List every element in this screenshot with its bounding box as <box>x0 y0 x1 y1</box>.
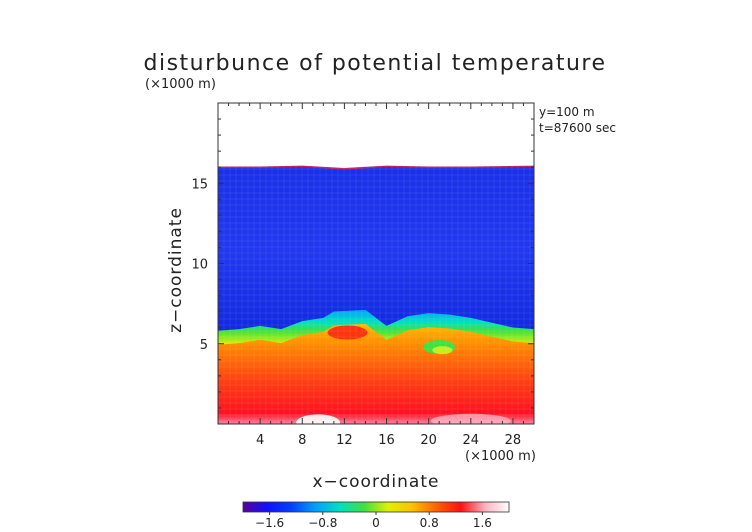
colorbar-tick-label: 0.8 <box>420 516 439 530</box>
y-tick-label: 5 <box>200 338 208 353</box>
x-tick-label: 20 <box>420 433 437 448</box>
annotation-y: y=100 m <box>539 105 595 119</box>
colorbar-ticks: −1.6 −0.8 0 0.8 1.6 <box>255 512 492 530</box>
z-unit-label: (×1000 m) <box>145 77 216 92</box>
cool-pocket-inner <box>432 346 453 355</box>
colorbar <box>242 501 510 513</box>
x-tick-label: 24 <box>463 433 480 448</box>
x-tick-label: 16 <box>378 433 395 448</box>
x-axis: 4 8 12 16 20 24 28 <box>228 103 524 448</box>
inversion-band <box>218 309 534 345</box>
colorbar-tick-label: 1.6 <box>473 516 492 530</box>
cloud-top-line <box>218 165 534 170</box>
chart-title: disturbunce of potential temperature <box>144 51 607 76</box>
upper-layer-region <box>218 166 534 336</box>
annotation-t: t=87600 sec <box>539 121 616 135</box>
x-tick-label: 12 <box>336 433 353 448</box>
lower-layer-region <box>218 314 534 424</box>
heatmap-field <box>218 103 534 424</box>
surface-patch <box>296 414 341 424</box>
colorbar-tick-label: −0.8 <box>308 516 337 530</box>
y-axis-label: z−coordinate <box>166 207 186 333</box>
x-tick-label: 28 <box>505 433 522 448</box>
x-axis-label: x−coordinate <box>313 472 440 492</box>
colorbar-tick-label: 0 <box>372 516 380 530</box>
warm-core <box>327 325 368 340</box>
y-axis: 5 10 15 <box>191 118 534 409</box>
x-tick-label: 4 <box>256 433 264 448</box>
x-unit-label: (×1000 m) <box>465 449 536 464</box>
colorbar-tick-label: −1.6 <box>255 516 284 530</box>
x-tick-label: 8 <box>298 433 306 448</box>
y-tick-label: 15 <box>191 177 208 192</box>
y-tick-label: 10 <box>191 258 208 273</box>
